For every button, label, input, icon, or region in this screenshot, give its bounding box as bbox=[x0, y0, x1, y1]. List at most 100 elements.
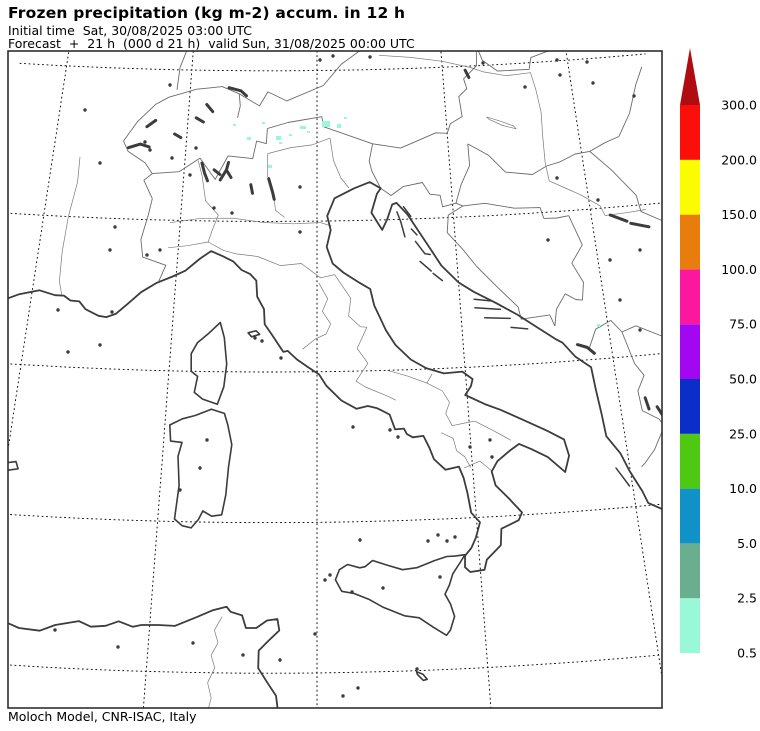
lake-shape bbox=[629, 221, 651, 229]
grid-line-lon bbox=[8, 51, 70, 453]
lake-shape bbox=[249, 183, 254, 195]
country-border bbox=[546, 150, 590, 167]
lake-shape bbox=[200, 161, 209, 183]
small-island bbox=[402, 205, 412, 218]
colorbar-segment bbox=[680, 159, 700, 215]
country-border bbox=[477, 51, 550, 72]
precip-cell bbox=[344, 117, 347, 119]
lake-shape bbox=[194, 116, 205, 124]
country-border bbox=[641, 430, 662, 468]
map-dot bbox=[53, 628, 57, 632]
small-island bbox=[484, 317, 511, 320]
map-dot bbox=[468, 445, 472, 449]
map-dot bbox=[212, 206, 216, 210]
map-dot bbox=[341, 694, 345, 698]
map-dot bbox=[356, 686, 360, 690]
map-dot bbox=[638, 248, 642, 252]
lake-shape bbox=[224, 168, 233, 179]
lake-shape bbox=[463, 68, 471, 80]
small-island bbox=[473, 298, 492, 302]
map-dot bbox=[194, 146, 198, 150]
country-border bbox=[380, 143, 471, 208]
map-dot bbox=[110, 310, 114, 314]
small-island bbox=[410, 228, 418, 236]
map-dot bbox=[396, 435, 400, 439]
grid-line-lon bbox=[565, 51, 662, 681]
colorbar-segment bbox=[680, 379, 700, 434]
region-border bbox=[59, 156, 81, 297]
map-dot bbox=[591, 81, 595, 85]
map-dot bbox=[546, 238, 550, 242]
country-border bbox=[123, 96, 170, 174]
plot-title: Frozen precipitation (kg m-2) accum. in … bbox=[8, 4, 406, 22]
map-dot bbox=[158, 248, 162, 252]
lake-shape bbox=[126, 142, 151, 150]
country-border bbox=[589, 66, 643, 152]
map-dot bbox=[178, 488, 182, 492]
lake-shape bbox=[576, 343, 596, 355]
map-dot bbox=[381, 586, 385, 590]
map-dot bbox=[188, 173, 192, 177]
island-coastline bbox=[247, 329, 261, 338]
lake-shape bbox=[205, 103, 215, 114]
region-border bbox=[463, 460, 493, 472]
small-island bbox=[474, 306, 502, 311]
map-dot bbox=[523, 85, 527, 89]
region-border bbox=[426, 382, 512, 441]
colorbar-label: 5.0 bbox=[737, 536, 757, 551]
map-dot bbox=[608, 258, 612, 262]
region-border bbox=[486, 116, 517, 130]
precip-cell bbox=[233, 124, 236, 126]
map-dot bbox=[358, 538, 362, 542]
country-border bbox=[467, 143, 547, 175]
map-dot bbox=[453, 535, 457, 539]
map-dot bbox=[318, 58, 322, 62]
map-dot bbox=[351, 425, 355, 429]
grid-line-lat bbox=[8, 503, 662, 524]
country-border bbox=[140, 173, 167, 282]
region-border bbox=[379, 54, 646, 216]
map-dot bbox=[260, 339, 264, 343]
colorbar-label: 75.0 bbox=[729, 317, 757, 332]
region-border bbox=[355, 327, 397, 401]
map-dot bbox=[328, 573, 332, 577]
small-island bbox=[510, 326, 529, 330]
map-dot bbox=[279, 356, 283, 360]
colorbar-segment bbox=[680, 433, 700, 489]
lake-shape bbox=[643, 396, 651, 411]
map-dot bbox=[596, 198, 600, 202]
map-dot bbox=[145, 253, 149, 257]
country-border bbox=[176, 51, 188, 90]
map-frame bbox=[7, 50, 663, 709]
colorbar-label: 2.5 bbox=[737, 591, 757, 606]
map-dot bbox=[191, 641, 195, 645]
island-coastline bbox=[190, 321, 228, 406]
map-dot bbox=[350, 590, 354, 594]
map-dot bbox=[241, 653, 245, 657]
region-border bbox=[167, 241, 237, 255]
precip-cell bbox=[276, 136, 281, 140]
island-coastline bbox=[415, 670, 429, 682]
country-border bbox=[152, 128, 268, 180]
precip-cell bbox=[597, 324, 600, 327]
map-dot bbox=[558, 73, 562, 77]
country-border bbox=[168, 86, 241, 119]
map-dot bbox=[426, 539, 430, 543]
precip-cell bbox=[307, 131, 310, 133]
map-dot bbox=[323, 578, 327, 582]
country-border bbox=[446, 51, 478, 134]
precip-cell bbox=[268, 165, 272, 168]
map-dot bbox=[438, 575, 442, 579]
grid-line-lon bbox=[142, 51, 194, 708]
map-dot bbox=[368, 55, 372, 59]
map-dot bbox=[98, 343, 102, 347]
country-border bbox=[446, 205, 556, 327]
region-border bbox=[387, 369, 433, 384]
map-dot bbox=[83, 108, 87, 112]
colorbar-segment bbox=[680, 488, 700, 544]
map-dot bbox=[638, 328, 642, 332]
region-border bbox=[267, 137, 331, 154]
precip-cell bbox=[300, 126, 306, 129]
grid-line-lat bbox=[19, 53, 646, 72]
